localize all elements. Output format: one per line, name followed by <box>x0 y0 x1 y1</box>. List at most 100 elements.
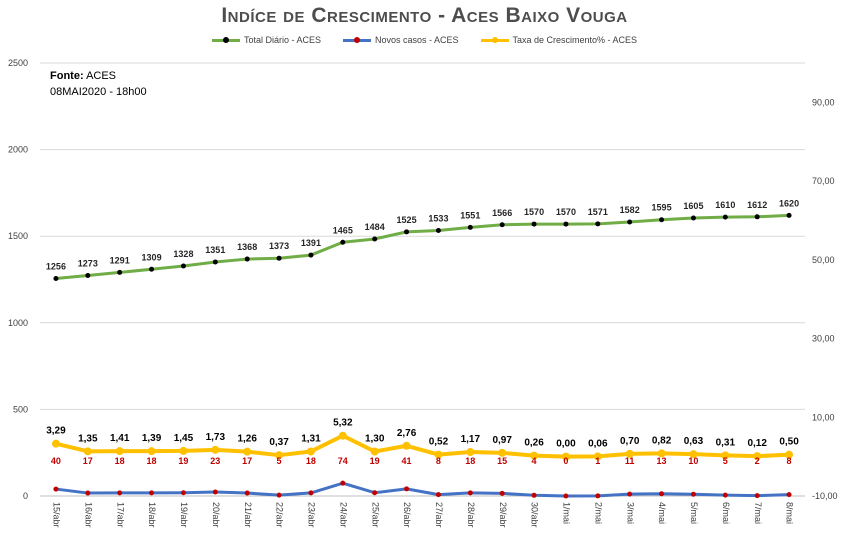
point-total <box>85 273 91 279</box>
point-novos <box>85 490 91 496</box>
series-line-taxa <box>53 433 792 459</box>
point-total <box>53 275 59 281</box>
data-label-taxa: 1,31 <box>301 433 321 444</box>
data-label-novos: 4 <box>532 456 537 466</box>
data-label-taxa: 5,32 <box>333 418 353 429</box>
point-novos <box>308 490 314 496</box>
data-label-novos: 8 <box>436 456 441 466</box>
x-tick-label: 2/mai <box>593 502 603 524</box>
x-tick-label: 1/mai <box>562 502 572 524</box>
point-total <box>531 221 537 227</box>
point-taxa <box>785 450 794 459</box>
x-tick-label: 8/mai <box>785 502 795 524</box>
source-date: 08MAI2020 - 18h00 <box>50 86 147 98</box>
data-label-total: 1533 <box>428 213 448 223</box>
point-total <box>212 259 218 265</box>
source-value: ACES <box>86 70 117 82</box>
x-tick-label: 5/mai <box>689 502 699 524</box>
data-label-total: 1570 <box>524 207 544 217</box>
point-taxa <box>306 447 315 456</box>
point-total <box>786 212 792 218</box>
data-label-taxa: 1,17 <box>461 434 481 445</box>
legend-swatch-total <box>211 36 240 43</box>
data-label-total: 1328 <box>173 249 193 259</box>
point-total <box>659 217 665 223</box>
series-line-total <box>54 213 791 280</box>
data-label-novos: 11 <box>625 456 635 466</box>
point-total <box>276 255 282 261</box>
data-label-taxa: 1,26 <box>237 434 257 445</box>
x-tick-label: 4/mai <box>657 502 667 524</box>
data-label-taxa: 0,26 <box>524 438 544 449</box>
point-novos <box>563 493 569 499</box>
point-novos <box>690 491 696 497</box>
point-novos <box>180 490 186 496</box>
data-label-novos: 19 <box>178 456 188 466</box>
point-taxa <box>211 445 220 454</box>
point-novos <box>117 490 123 496</box>
point-taxa <box>115 447 124 456</box>
data-label-taxa: 0,00 <box>556 439 576 450</box>
y-right-tick-label: 70,00 <box>812 176 835 186</box>
data-label-taxa: 0,70 <box>620 436 640 447</box>
data-label-taxa: 0,12 <box>747 438 767 449</box>
x-tick-label: 28/abr <box>466 502 476 528</box>
legend-item-total: Total Diário - ACES <box>211 35 321 45</box>
x-tick-label: 17/abr <box>115 502 125 528</box>
point-novos <box>276 492 282 498</box>
point-taxa <box>147 447 156 456</box>
data-label-total: 1525 <box>397 215 417 225</box>
point-total <box>563 221 569 227</box>
data-label-total: 1620 <box>779 198 799 208</box>
point-taxa <box>83 447 92 456</box>
data-label-total: 1484 <box>365 222 385 232</box>
x-tick-label: 26/abr <box>402 502 412 528</box>
data-label-total: 1566 <box>492 208 512 218</box>
x-tick-label: 3/mai <box>625 502 635 524</box>
x-tick-label: 19/abr <box>179 502 189 528</box>
x-tick-label: 20/abr <box>211 502 221 528</box>
data-label-novos: 18 <box>147 456 157 466</box>
data-label-taxa: 0,31 <box>716 437 736 448</box>
data-label-total: 1582 <box>620 205 640 215</box>
data-label-total: 1368 <box>237 242 257 252</box>
point-taxa <box>434 450 443 459</box>
x-tick-label: 27/abr <box>434 502 444 528</box>
data-label-total: 1256 <box>46 261 66 271</box>
data-label-novos: 74 <box>338 456 348 466</box>
data-label-novos: 15 <box>497 456 507 466</box>
y-right-tick-label: 90,00 <box>812 97 835 107</box>
data-label-total: 1551 <box>460 210 480 220</box>
point-novos <box>372 490 378 496</box>
legend-swatch-taxa <box>480 36 509 43</box>
x-tick-label: 23/abr <box>307 502 317 528</box>
x-tick-label: 29/abr <box>498 502 508 528</box>
data-label-novos: 5 <box>723 456 728 466</box>
data-label-taxa: 1,45 <box>174 433 194 444</box>
x-tick-label: 30/abr <box>530 502 540 528</box>
data-label-taxa: 0,82 <box>652 435 672 446</box>
x-tick-label: 16/abr <box>83 502 93 528</box>
x-tick-label: 18/abr <box>147 502 157 528</box>
point-total <box>595 221 601 227</box>
legend-item-novos: Novos casos - ACES <box>342 35 459 45</box>
point-total <box>340 239 346 245</box>
point-taxa <box>51 439 60 448</box>
source-note: Fonte: ACES 08MAI2020 - 18h00 <box>50 68 147 100</box>
legend-label-novos: Novos casos - ACES <box>374 35 459 45</box>
data-label-total: 1273 <box>78 259 98 269</box>
legend: Total Diário - ACES Novos casos - ACES T… <box>0 35 849 45</box>
legend-label-taxa: Taxa de Crescimento% - ACES <box>512 35 638 45</box>
y-left-tick-label: 2000 <box>8 145 28 155</box>
x-tick-label: 6/mai <box>721 502 731 524</box>
data-label-novos: 18 <box>115 456 125 466</box>
data-label-total: 1465 <box>333 225 353 235</box>
point-total <box>627 219 633 225</box>
source-label: Fonte: <box>50 70 84 82</box>
data-label-novos: 41 <box>402 456 412 466</box>
point-novos <box>499 490 505 496</box>
chart-title: Indíce de Crescimento - Aces Baixo Vouga <box>221 4 628 27</box>
point-novos <box>627 491 633 497</box>
point-total <box>435 227 441 233</box>
point-total <box>722 214 728 220</box>
